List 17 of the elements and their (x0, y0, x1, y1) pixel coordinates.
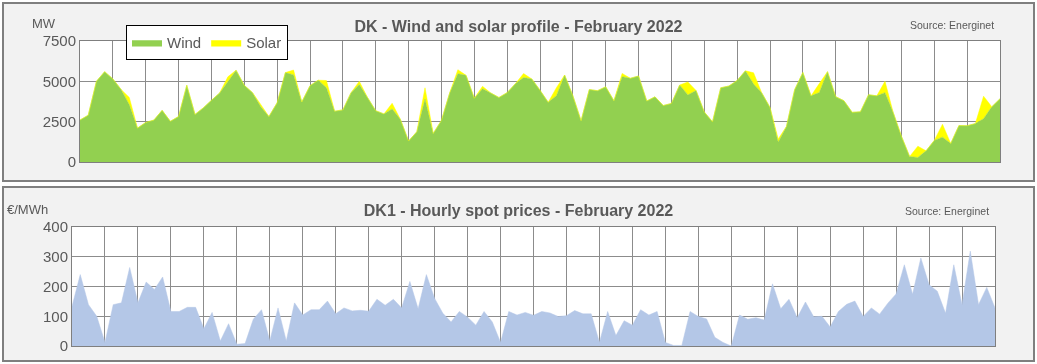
legend-label: Wind (167, 34, 202, 52)
chart-title: DK - Wind and solar profile - February 2022 (354, 17, 683, 35)
y-tick-label: 2500 (42, 112, 76, 130)
y-axis-title: €/MWh (7, 202, 49, 217)
y-tick-label: 400 (42, 218, 68, 236)
source-note: Source: Energinet (905, 205, 990, 217)
y-tick-label: 0 (67, 153, 76, 171)
source-note: Source: Energinet (910, 19, 995, 31)
y-tick-label: 300 (42, 248, 68, 265)
chart-title: DK1 - Hourly spot prices - February 2022 (363, 201, 674, 219)
y-tick-label: 100 (42, 307, 68, 325)
y-tick-label: 0 (59, 337, 68, 355)
y-tick-label: 200 (42, 277, 68, 295)
y-axis-title: MW (32, 16, 56, 31)
y-tick-label: 7500 (42, 32, 76, 50)
legend-label: Solar (246, 34, 282, 52)
y-tick-label: 5000 (42, 72, 76, 90)
